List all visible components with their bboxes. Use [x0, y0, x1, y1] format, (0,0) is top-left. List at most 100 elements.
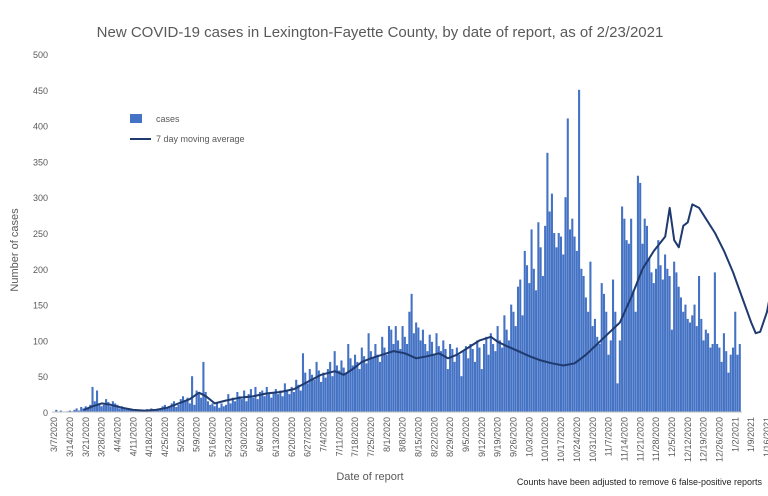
bar: [256, 399, 259, 412]
bar: [449, 343, 452, 412]
bar: [249, 389, 252, 412]
x-tick-label: 9/19/2020: [493, 417, 503, 457]
bar: [308, 369, 311, 412]
bar: [648, 258, 651, 412]
bar: [333, 351, 336, 412]
bar: [716, 343, 719, 412]
bar: [277, 394, 280, 412]
bar: [512, 311, 515, 412]
bar: [659, 265, 662, 412]
bar: [329, 361, 332, 412]
bar: [483, 343, 486, 412]
bar: [252, 397, 255, 412]
moving-average-line: [83, 203, 768, 412]
bar: [666, 268, 669, 412]
y-axis: 0 50 100 150 200 250 300 350 400 450 500: [33, 50, 48, 418]
bar: [367, 333, 370, 412]
bar: [564, 197, 567, 412]
bar: [238, 396, 241, 412]
bar: [600, 283, 603, 412]
x-tick-label: 3/7/2020: [49, 417, 59, 452]
bar: [591, 326, 594, 412]
bar: [677, 286, 680, 412]
bar: [593, 318, 596, 412]
bar: [258, 391, 262, 412]
bar: [234, 401, 237, 412]
bar: [505, 329, 508, 412]
bar: [335, 365, 338, 412]
bar: [231, 397, 234, 412]
x-tick-label: 6/6/2020: [255, 417, 265, 452]
x-tick-label: 1/9/2021: [746, 417, 756, 452]
bar: [91, 386, 94, 412]
bar: [356, 361, 359, 412]
bar: [451, 348, 454, 412]
bar: [523, 250, 526, 412]
bar: [711, 343, 714, 412]
x-tick-label: 8/22/2020: [429, 417, 439, 457]
bar: [562, 254, 565, 412]
bar: [397, 340, 400, 412]
bar: [419, 340, 422, 412]
bar: [89, 404, 92, 412]
bar: [315, 361, 318, 412]
bar: [381, 336, 384, 412]
bar: [213, 406, 216, 412]
y-tick-label: 150: [33, 301, 48, 311]
bar: [580, 268, 583, 412]
bar: [272, 391, 275, 412]
x-tick-label: 10/10/2020: [540, 417, 550, 462]
bar: [75, 408, 78, 412]
bar: [566, 118, 569, 412]
x-axis-label: Date of report: [336, 471, 403, 483]
bar: [261, 390, 264, 412]
bar: [494, 351, 497, 412]
bar: [283, 383, 286, 412]
bar: [424, 343, 427, 412]
bar: [324, 377, 327, 412]
x-tick-label: 10/24/2020: [572, 417, 582, 462]
bar: [227, 394, 230, 412]
y-tick-label: 450: [33, 86, 48, 96]
x-tick-label: 11/7/2020: [604, 417, 614, 456]
bar: [105, 399, 108, 412]
bar: [263, 396, 266, 412]
x-tick-label: 6/20/2020: [287, 417, 297, 457]
bar: [664, 254, 667, 412]
bar: [428, 334, 431, 412]
bar: [485, 336, 488, 412]
bar: [713, 272, 716, 412]
bar: [372, 358, 375, 412]
bar: [469, 343, 472, 412]
bar: [661, 279, 664, 412]
bar: [415, 322, 418, 412]
x-tick-label: 12/12/2020: [683, 417, 693, 462]
bar: [679, 297, 682, 412]
bar: [736, 354, 739, 412]
bar: [247, 394, 250, 412]
bar: [385, 354, 388, 412]
bar: [394, 326, 397, 412]
bar: [98, 403, 101, 412]
bar: [197, 394, 200, 412]
bar: [503, 315, 506, 412]
bar: [109, 406, 112, 412]
bar: [218, 407, 221, 412]
bar: [496, 326, 499, 412]
bar: [179, 399, 182, 412]
x-tick-label: 1/16/2021: [762, 417, 768, 457]
bar: [734, 311, 737, 412]
bar: [215, 401, 219, 412]
bar: [392, 343, 395, 412]
x-tick-label: 11/28/2020: [651, 417, 661, 461]
bar: [492, 343, 495, 412]
bar: [170, 403, 173, 412]
bar: [684, 304, 687, 412]
bar: [720, 361, 723, 412]
x-tick-label: 9/26/2020: [509, 417, 519, 457]
bar: [225, 404, 228, 412]
bar: [55, 409, 58, 412]
bar: [598, 343, 601, 412]
bar: [725, 351, 728, 412]
bar: [80, 406, 83, 412]
